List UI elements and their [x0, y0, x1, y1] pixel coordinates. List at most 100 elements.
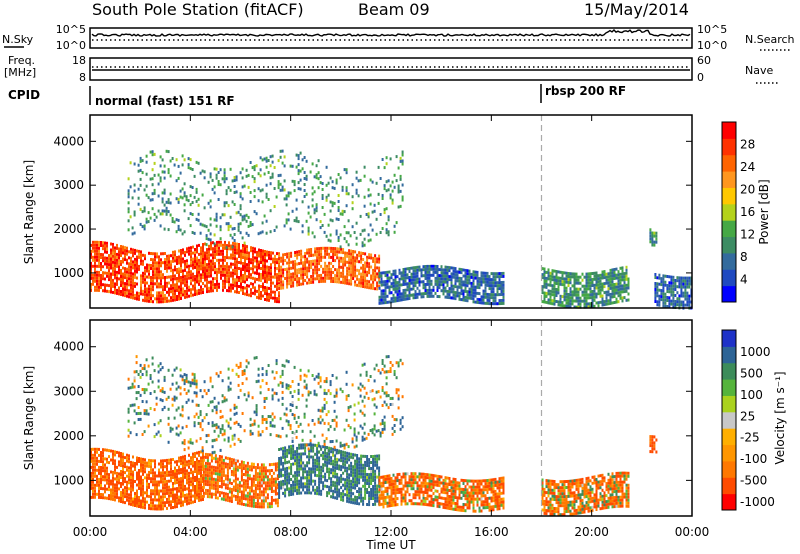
power-echo-cell [108, 272, 110, 276]
velocity-echo-cell [90, 453, 92, 457]
power-echo-cell [541, 288, 544, 292]
velocity-echo-cell [104, 490, 106, 494]
power-echo-cell [666, 296, 669, 299]
velocity-echo-cell [108, 449, 110, 453]
power-colorbar-tick: 12 [740, 228, 755, 242]
power-echo-cell [474, 270, 477, 274]
power-echo-cell [226, 253, 228, 257]
power-echo-cell [649, 237, 652, 241]
velocity-echo-cell [274, 492, 277, 496]
power-echo-cell [438, 283, 441, 287]
power-echo-cell [486, 280, 489, 284]
velocity-echo-cell [288, 460, 291, 464]
velocity-echo-cell [272, 480, 275, 484]
power-colorbar-segment [722, 154, 736, 172]
velocity-echo-cell [120, 491, 122, 494]
velocity-echo-cell [224, 486, 227, 490]
power-echo-cell [292, 272, 295, 276]
power-echo-cell [174, 283, 176, 287]
power-echo-cell [358, 272, 361, 276]
power-echo-cell [478, 286, 481, 290]
power-echo-cell [274, 260, 276, 264]
power-echo-cell [494, 278, 497, 282]
velocity-echo-cell [306, 464, 309, 468]
power-echo-cell [627, 277, 630, 281]
velocity-echo-cell [174, 481, 176, 485]
power-echo-cell [575, 272, 578, 276]
power-echo-cell [124, 255, 126, 259]
velocity-echo-cell [220, 467, 223, 471]
power-echo-cell [670, 302, 673, 306]
power-echo-cell [350, 282, 353, 286]
velocity-echo-cell [296, 485, 299, 489]
velocity-echo-cell [128, 496, 130, 500]
power-echo-cell [442, 268, 445, 272]
power-echo-cell [585, 293, 588, 297]
power-echo-cell [601, 273, 604, 277]
velocity-echo-cell [238, 466, 241, 470]
power-echo-cell [424, 286, 427, 289]
power-echo-cell [250, 246, 252, 250]
power-echo-cell [290, 266, 293, 270]
power-echo-cell [233, 239, 236, 242]
power-echo-cell [500, 287, 503, 290]
power-echo-cell [92, 243, 94, 247]
power-echo-cell [599, 282, 602, 286]
power-echo-cell [476, 291, 479, 295]
power-echo-cell [422, 295, 425, 299]
power-echo-cell [139, 183, 142, 187]
velocity-echo-cell [186, 502, 188, 506]
power-echo-cell [170, 254, 172, 258]
power-echo-cell [134, 260, 136, 264]
power-echo-cell [143, 206, 146, 210]
power-echo-cell [466, 284, 469, 288]
power-echo-cell [490, 287, 493, 291]
velocity-echo-cell [206, 459, 209, 463]
velocity-echo-cell [106, 460, 108, 464]
velocity-echo-cell [194, 455, 196, 458]
power-echo-region [541, 265, 630, 309]
power-echo-cell [670, 293, 673, 297]
power-echo-cell [214, 286, 216, 290]
power-echo-cell [200, 258, 202, 262]
velocity-echo-cell [98, 483, 100, 487]
power-echo-cell [350, 252, 353, 256]
power-echo-cell [680, 300, 683, 304]
power-echo-cell [324, 264, 327, 268]
power-echo-cell [549, 283, 552, 287]
power-colorbar-tick: 4 [740, 273, 748, 287]
power-echo-cell [157, 173, 160, 177]
power-echo-cell [340, 247, 343, 251]
velocity-echo-cell [204, 488, 207, 492]
velocity-echo-cell [208, 468, 211, 472]
power-echo-cell [224, 270, 226, 274]
power-echo-cell [108, 254, 110, 258]
velocity-echo-cell [148, 494, 150, 498]
power-echo-cell [422, 292, 425, 296]
power-echo-cell [268, 274, 270, 278]
power-echo-cell [106, 247, 108, 251]
velocity-echo-cell [192, 485, 194, 489]
power-echo-cell [331, 186, 334, 190]
velocity-echo-cell [280, 480, 283, 484]
velocity-echo-cell [210, 483, 213, 487]
velocity-echo-cell [288, 478, 291, 482]
power-echo-cell [144, 290, 146, 294]
velocity-echo-cell [266, 496, 269, 500]
velocity-echo-cell [114, 453, 116, 457]
power-echo-cell [664, 304, 667, 308]
velocity-echo-cell [158, 495, 160, 499]
power-echo-cell [272, 275, 274, 279]
power-echo-cell [401, 162, 404, 166]
power-echo-cell [146, 287, 148, 291]
power-echo-cell [248, 269, 250, 273]
velocity-echo-cell [298, 461, 301, 465]
power-echo-cell [145, 217, 148, 221]
power-echo-cell [254, 277, 256, 281]
velocity-echo-cell [200, 480, 202, 484]
power-echo-cell [314, 253, 317, 257]
power-echo-cell [406, 282, 409, 286]
power-echo-cell [399, 159, 402, 163]
power-echo-cell [664, 283, 667, 287]
power-echo-cell [147, 220, 150, 224]
